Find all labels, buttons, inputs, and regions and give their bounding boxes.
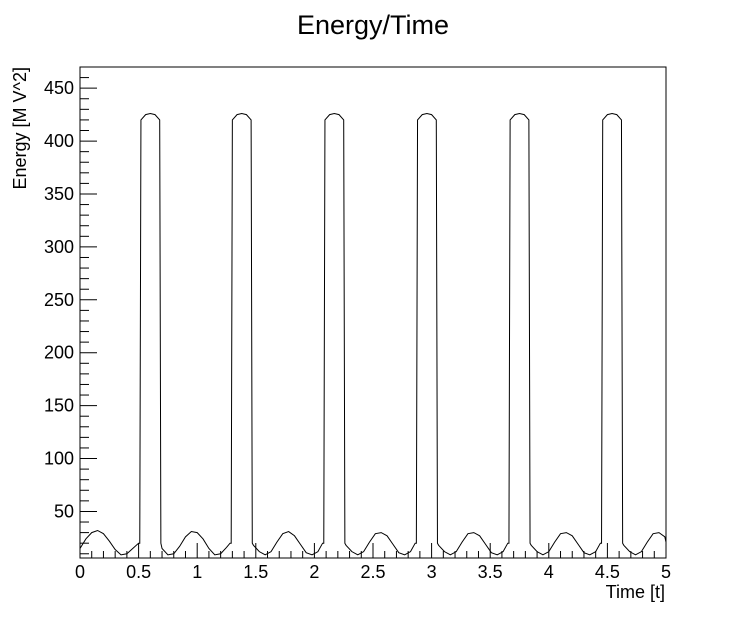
- x-tick-label: 3.5: [478, 562, 503, 582]
- x-tick-label: 0: [75, 562, 85, 582]
- x-tick-label: 2: [309, 562, 319, 582]
- y-tick-label: 350: [44, 184, 74, 204]
- x-tick-label: 3: [427, 562, 437, 582]
- y-tick-labels: 50 100 150 200 250 300 350 400 450: [44, 78, 74, 521]
- x-tick-label: 4.5: [595, 562, 620, 582]
- chart-title: Energy/Time: [297, 10, 449, 40]
- x-tick-label: 1.5: [243, 562, 268, 582]
- y-tick-label: 100: [44, 449, 74, 469]
- x-tick-labels: 0 0.5 1 1.5 2 2.5 3 3.5 4 4.5 5: [75, 562, 671, 582]
- y-tick-label: 300: [44, 237, 74, 257]
- x-tick-label: 4: [544, 562, 554, 582]
- y-tick-label: 150: [44, 396, 74, 416]
- x-tick-label: 1: [192, 562, 202, 582]
- plot-frame: [79, 66, 667, 559]
- x-tick-label: 2.5: [360, 562, 385, 582]
- y-tick-label: 450: [44, 78, 74, 98]
- y-axis-label: Energy [M V^2]: [10, 67, 30, 190]
- x-tick-label: 5: [661, 562, 671, 582]
- y-tick-label: 250: [44, 290, 74, 310]
- y-tick-label: 50: [54, 501, 74, 521]
- y-tick-label: 200: [44, 343, 74, 363]
- y-tick-label: 400: [44, 131, 74, 151]
- x-tick-label: 0.5: [126, 562, 151, 582]
- x-axis-label: Time [t]: [606, 582, 665, 602]
- energy-series-line: [79, 113, 667, 556]
- axis-ticks: [79, 66, 667, 558]
